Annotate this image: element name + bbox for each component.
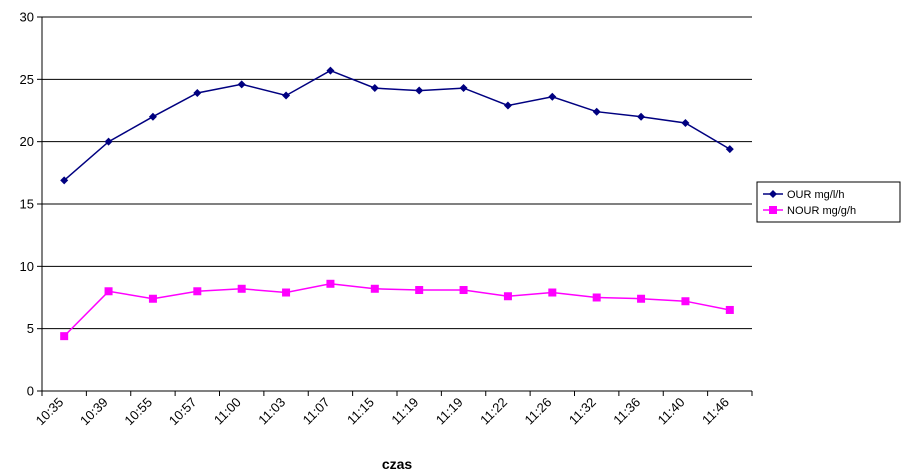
x-tick-label: 11:46 [699, 395, 732, 428]
series-layer [60, 66, 734, 341]
x-tick-label: 11:19 [433, 395, 466, 428]
data-point-square [637, 294, 646, 303]
legend-box [756, 181, 901, 223]
data-point-diamond [637, 112, 646, 121]
data-point-diamond [370, 84, 379, 93]
data-point-diamond [60, 176, 69, 185]
data-point-square [548, 288, 557, 297]
x-tick-label: 10:39 [77, 395, 111, 429]
data-point-square [60, 332, 69, 341]
x-tick-label: 11:19 [388, 395, 421, 428]
x-axis-title: czas [382, 456, 413, 472]
x-tick-label: 11:07 [300, 395, 333, 428]
legend-label: NOUR mg/g/h [787, 205, 856, 217]
data-point-square [503, 292, 512, 301]
series-line [63, 69, 731, 181]
data-point-square [459, 286, 468, 295]
data-point-square [282, 288, 291, 297]
x-tick-label: 10:57 [166, 395, 200, 429]
data-point-diamond [193, 89, 202, 98]
data-point-diamond [592, 107, 601, 116]
data-point-diamond [725, 145, 734, 154]
data-point-diamond [104, 137, 113, 146]
y-axis-ticks: 0 5 10 15 20 25 30 [20, 10, 42, 399]
gridlines [42, 16, 752, 330]
data-point-diamond [548, 92, 557, 101]
data-point-diamond [459, 84, 468, 93]
data-point-square [681, 297, 690, 306]
legend-marker-diamond [769, 190, 777, 198]
x-tick-label: 11:40 [655, 395, 688, 428]
y-tick-label: 10 [20, 259, 34, 274]
x-tick-label: 11:32 [566, 395, 599, 428]
data-point-square [370, 284, 379, 293]
data-point-square [592, 293, 601, 302]
y-tick-label: 5 [27, 321, 34, 336]
data-point-square [237, 284, 246, 293]
x-tick-label: 10:55 [121, 395, 155, 429]
x-tick-label: 11:22 [477, 395, 510, 428]
x-tick-label: 11:00 [211, 395, 244, 428]
series-line [63, 283, 730, 337]
data-point-square [725, 305, 734, 314]
legend-marker-square [769, 206, 777, 214]
x-tick-label: 10:35 [33, 395, 67, 429]
data-point-diamond [415, 86, 424, 95]
y-tick-label: 0 [27, 384, 34, 399]
data-point-square [415, 286, 424, 295]
legend-label: OUR mg/l/h [787, 189, 844, 201]
x-tick-label: 11:26 [521, 395, 554, 428]
data-point-square [326, 279, 335, 288]
data-point-diamond [148, 112, 157, 121]
legend: OUR mg/l/h NOUR mg/g/h [756, 181, 901, 223]
x-tick-label: 11:03 [255, 395, 288, 428]
x-axis-ticks: 10:35 10:39 10:55 10:57 11:00 11:03 11:07 11:15… [33, 391, 753, 429]
data-point-diamond [681, 118, 690, 127]
y-tick-label: 25 [20, 72, 34, 87]
y-tick-label: 15 [20, 197, 34, 212]
y-tick-label: 30 [20, 10, 34, 25]
data-point-diamond [237, 80, 246, 89]
x-tick-label: 11:36 [610, 395, 643, 428]
data-point-square [148, 294, 157, 303]
data-point-square [193, 287, 202, 296]
data-point-diamond [282, 91, 291, 100]
y-tick-label: 20 [20, 134, 34, 149]
data-point-diamond [326, 66, 335, 75]
data-point-square [104, 287, 113, 296]
data-point-diamond [503, 101, 512, 110]
x-tick-label: 11:15 [344, 395, 377, 428]
